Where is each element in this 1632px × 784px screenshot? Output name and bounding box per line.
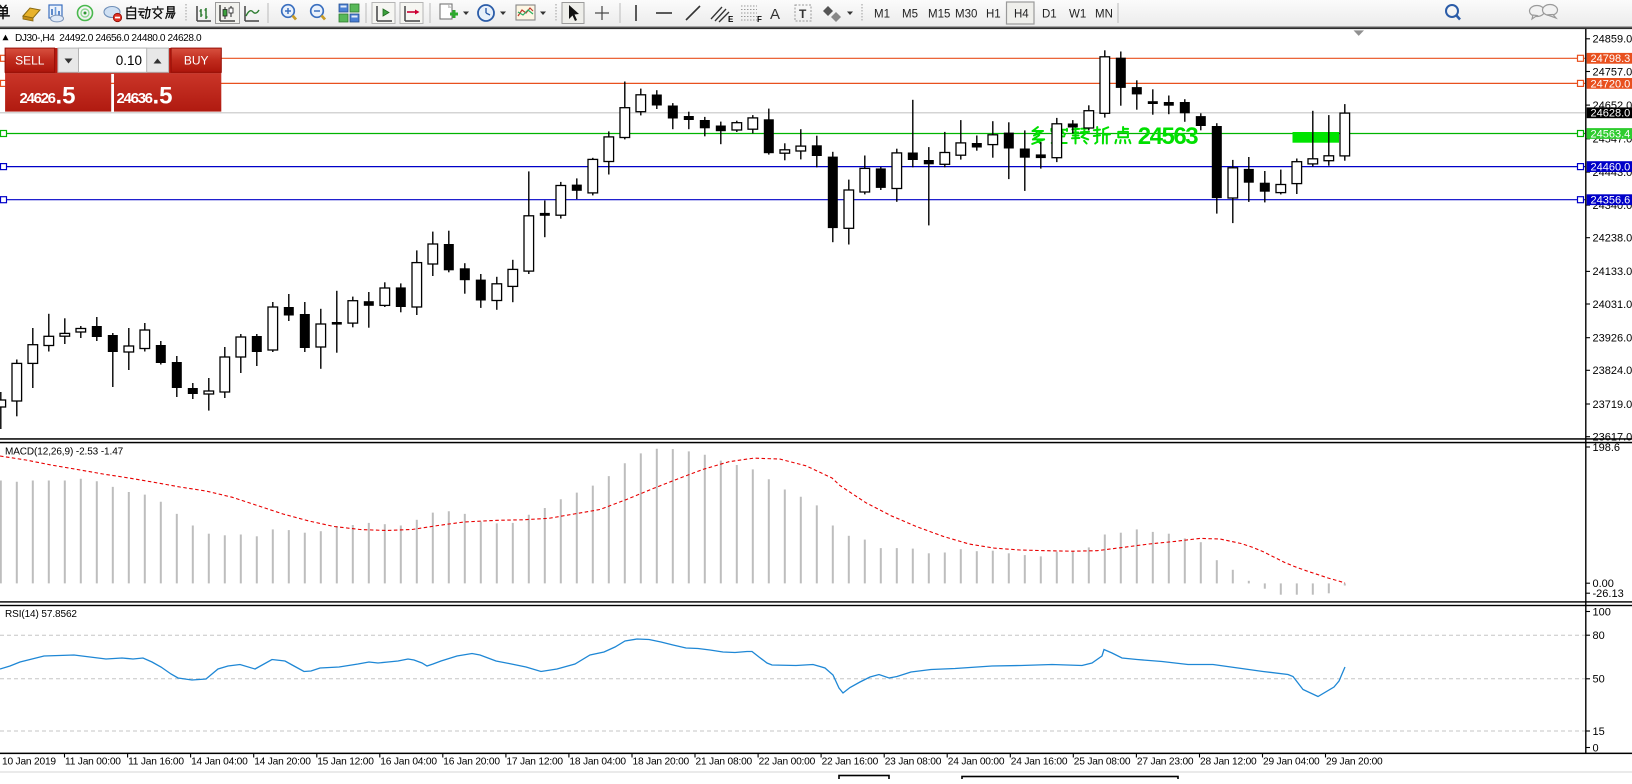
svg-text:16 Jan 04:00: 16 Jan 04:00 (380, 757, 437, 768)
svg-text:24031.0: 24031.0 (1593, 299, 1632, 311)
svg-text:24563: 24563 (1138, 123, 1198, 150)
svg-text:F: F (757, 15, 762, 24)
svg-text:24626: 24626 (20, 90, 56, 107)
svg-text:11 Jan 16:00: 11 Jan 16:00 (128, 757, 184, 768)
svg-text:100: 100 (1593, 606, 1611, 618)
svg-text:M30: M30 (955, 9, 977, 21)
svg-text:MN: MN (1095, 9, 1113, 21)
svg-text:15 Jan 12:00: 15 Jan 12:00 (317, 757, 374, 768)
svg-text:24 Jan 16:00: 24 Jan 16:00 (1011, 757, 1068, 768)
svg-text:14 Jan 04:00: 14 Jan 04:00 (191, 757, 248, 768)
svg-text:SELL: SELL (15, 54, 45, 68)
svg-text:23719.0: 23719.0 (1593, 399, 1632, 411)
svg-text:D1: D1 (1042, 9, 1057, 21)
svg-text:24563.4: 24563.4 (1591, 128, 1631, 140)
svg-text:W1: W1 (1069, 9, 1086, 21)
svg-text:80: 80 (1593, 630, 1605, 642)
svg-text:24859.0: 24859.0 (1593, 34, 1632, 46)
svg-text:24356.6: 24356.6 (1591, 195, 1631, 207)
svg-text:29 Jan 04:00: 29 Jan 04:00 (1263, 757, 1320, 768)
svg-text:T: T (799, 7, 807, 21)
svg-text:11 Jan 00:00: 11 Jan 00:00 (65, 757, 121, 768)
svg-text:.5: .5 (153, 83, 173, 110)
svg-text:24 Jan 00:00: 24 Jan 00:00 (948, 757, 1005, 768)
svg-text:18 Jan 20:00: 18 Jan 20:00 (633, 757, 690, 768)
svg-text:24757.0: 24757.0 (1593, 66, 1632, 78)
svg-text:H4: H4 (1014, 9, 1029, 21)
svg-text:23824.0: 23824.0 (1593, 365, 1632, 377)
svg-text:10 Jan 2019: 10 Jan 2019 (2, 757, 56, 768)
svg-text:M1: M1 (874, 9, 890, 21)
svg-text:27 Jan 23:00: 27 Jan 23:00 (1137, 757, 1194, 768)
svg-text:0.10: 0.10 (116, 53, 142, 68)
svg-text:24133.0: 24133.0 (1593, 266, 1632, 278)
svg-text:25 Jan 08:00: 25 Jan 08:00 (1074, 757, 1131, 768)
svg-text:A: A (770, 6, 780, 23)
svg-text:198.6: 198.6 (1593, 442, 1621, 454)
svg-text:E: E (728, 15, 734, 24)
svg-text:29 Jan 20:00: 29 Jan 20:00 (1326, 757, 1383, 768)
svg-text:.5: .5 (56, 83, 76, 110)
svg-text:23 Jan 08:00: 23 Jan 08:00 (885, 757, 942, 768)
svg-text:23926.0: 23926.0 (1593, 333, 1632, 345)
svg-text:15: 15 (1593, 726, 1605, 738)
svg-text:28 Jan 12:00: 28 Jan 12:00 (1200, 757, 1257, 768)
svg-text:24636: 24636 (117, 90, 153, 107)
svg-text:50: 50 (1593, 674, 1605, 686)
svg-text:M15: M15 (928, 9, 950, 21)
svg-text:24460.0: 24460.0 (1591, 162, 1631, 174)
svg-text:RSI(14) 57.8562: RSI(14) 57.8562 (5, 609, 77, 620)
svg-text:22 Jan 00:00: 22 Jan 00:00 (759, 757, 816, 768)
svg-text:-26.13: -26.13 (1593, 588, 1624, 600)
svg-text:M5: M5 (902, 9, 918, 21)
svg-text:14 Jan 20:00: 14 Jan 20:00 (254, 757, 311, 768)
svg-text:24238.0: 24238.0 (1593, 233, 1632, 245)
svg-text:24720.0: 24720.0 (1591, 78, 1631, 90)
svg-text:16 Jan 20:00: 16 Jan 20:00 (443, 757, 500, 768)
svg-text:18 Jan 04:00: 18 Jan 04:00 (569, 757, 626, 768)
svg-text:22 Jan 16:00: 22 Jan 16:00 (822, 757, 879, 768)
svg-text:17 Jan 12:00: 17 Jan 12:00 (506, 757, 563, 768)
svg-text:BUY: BUY (184, 54, 209, 68)
svg-text:MACD(12,26,9) -2.53 -1.47: MACD(12,26,9) -2.53 -1.47 (5, 447, 124, 458)
svg-text:21 Jan 08:00: 21 Jan 08:00 (696, 757, 753, 768)
svg-text:0: 0 (1593, 742, 1599, 754)
svg-text:24628.0: 24628.0 (1591, 108, 1631, 120)
svg-text:24798.3: 24798.3 (1591, 53, 1631, 65)
svg-text:H1: H1 (986, 9, 1001, 21)
svg-text:DJ30-,H4 24492.0 24656.0 2448: DJ30-,H4 24492.0 24656.0 24480.0 24628.0 (15, 33, 202, 44)
